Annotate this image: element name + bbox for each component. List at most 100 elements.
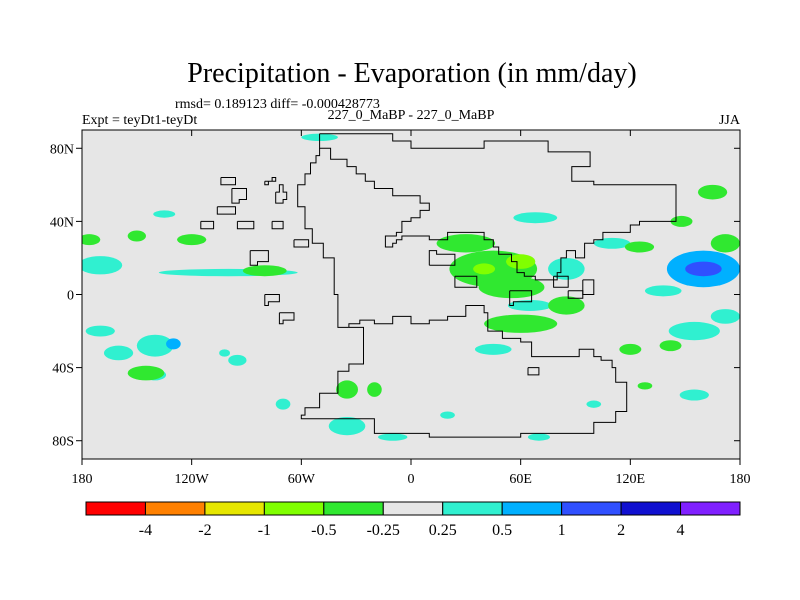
anomaly-region — [367, 382, 382, 397]
coastline — [275, 184, 288, 204]
coastline — [264, 177, 277, 186]
experiment-label: Expt = teyDt1-teyDt — [82, 113, 197, 128]
colorbar-swatch — [144, 501, 206, 516]
anomaly-region — [474, 343, 512, 355]
anomaly-region — [685, 261, 722, 277]
anomaly-region — [710, 234, 740, 253]
anomaly-region — [166, 338, 181, 350]
colorbar-swatch — [442, 501, 503, 516]
coastline — [249, 250, 269, 266]
y-tick-label: 80S — [52, 435, 74, 450]
anomaly-region — [127, 230, 146, 242]
anomaly-region — [507, 299, 552, 311]
anomaly-region — [378, 433, 408, 441]
colorbar-label: -0.5 — [311, 522, 336, 539]
anomaly-region — [478, 276, 545, 299]
anomaly-region — [136, 334, 174, 357]
x-tick-label: 180 — [730, 472, 751, 487]
y-tick-label: 40S — [52, 362, 74, 377]
x-tick-label: 180 — [72, 472, 93, 487]
anomaly-region — [644, 285, 682, 297]
coastline — [527, 367, 540, 376]
colorbar-label: 1 — [558, 522, 566, 539]
colorbar-legend: -4 -2 -1 -0.5 -0.25 0.25 0.5 1 2 4 — [85, 501, 741, 539]
anomaly-region — [328, 416, 366, 436]
coastline — [454, 275, 478, 288]
coastline — [297, 148, 349, 328]
anomaly-region — [336, 380, 358, 399]
x-tick-label: 60W — [288, 472, 316, 487]
anomaly-region — [527, 433, 550, 441]
y-tick-label: 40N — [50, 215, 74, 230]
coastline-layer — [200, 133, 677, 438]
anomaly-region — [440, 411, 455, 419]
colorbar-label: -1 — [258, 522, 271, 539]
colorbar-swatch — [204, 501, 265, 516]
x-axis: 180 120W 60W 0 60E 120E 180 — [72, 130, 751, 487]
x-tick-label: 120E — [616, 472, 646, 487]
season-label: JJA — [719, 113, 741, 128]
colorbar-swatch — [620, 501, 682, 516]
anomaly-region — [473, 263, 496, 275]
colorbar-swatch — [323, 501, 384, 516]
colorbar-label: -2 — [198, 522, 211, 539]
anomaly-region — [619, 343, 642, 355]
colorbar-label: 4 — [677, 522, 685, 539]
chart-title: Precipitation - Evaporation (in mm/day) — [187, 58, 636, 89]
anomaly-region — [127, 365, 165, 381]
anomaly-region — [506, 254, 536, 269]
anomaly-region — [710, 309, 740, 324]
anomaly-region — [593, 237, 631, 249]
coastline — [271, 220, 284, 230]
anomaly-region — [103, 345, 134, 361]
colorbar-swatch — [263, 501, 325, 516]
coastline — [200, 220, 215, 230]
coastline — [216, 206, 236, 215]
anomaly-region — [668, 321, 720, 341]
x-tick-label: 120W — [175, 472, 210, 487]
anomaly-region — [275, 398, 291, 410]
colorbar-swatch — [561, 501, 622, 516]
anomaly-region — [85, 325, 115, 337]
colorbar-label: -0.25 — [367, 522, 400, 539]
coastline — [553, 275, 569, 288]
anomaly-region — [624, 241, 655, 253]
colorbar-label: -4 — [139, 522, 152, 539]
coastline — [231, 188, 247, 204]
x-tick-label: 60E — [509, 472, 532, 487]
colorbar-label: 0.25 — [429, 522, 457, 539]
anomaly-region — [637, 382, 653, 390]
comparison-label: 227_0_MaBP - 227_0_MaBP — [328, 108, 495, 123]
y-tick-label: 80N — [50, 142, 74, 157]
anomaly-region — [219, 349, 231, 357]
colorbar-swatch — [501, 501, 563, 516]
anomaly-region — [242, 265, 287, 277]
coastline — [264, 294, 280, 306]
coastline — [236, 220, 255, 230]
y-tick-label: 0 — [67, 289, 74, 304]
coastline — [319, 133, 677, 281]
anomaly-region — [82, 256, 123, 275]
coastline — [582, 279, 595, 295]
anomaly-region — [659, 340, 682, 352]
coastline — [300, 305, 628, 438]
coastline — [567, 290, 584, 299]
coastline — [278, 312, 295, 325]
x-tick-label: 0 — [408, 472, 415, 487]
anomaly-region — [484, 314, 558, 333]
colorbar-label: 0.5 — [492, 522, 512, 539]
anomaly-region — [436, 234, 496, 253]
coastline — [293, 239, 310, 248]
anomaly-region — [82, 234, 101, 246]
stats-line: rmsd= 0.189123 diff= -0.000428773 — [175, 97, 380, 112]
anomaly-region — [228, 354, 247, 366]
colorbar-swatch — [85, 501, 146, 516]
map-background — [82, 130, 740, 459]
anomaly-region — [548, 296, 585, 315]
colorbar-swatch — [382, 501, 444, 516]
colorbar-swatch — [680, 501, 741, 516]
anomaly-region — [513, 212, 558, 224]
coastline — [428, 250, 456, 266]
anomaly-region — [153, 210, 176, 218]
